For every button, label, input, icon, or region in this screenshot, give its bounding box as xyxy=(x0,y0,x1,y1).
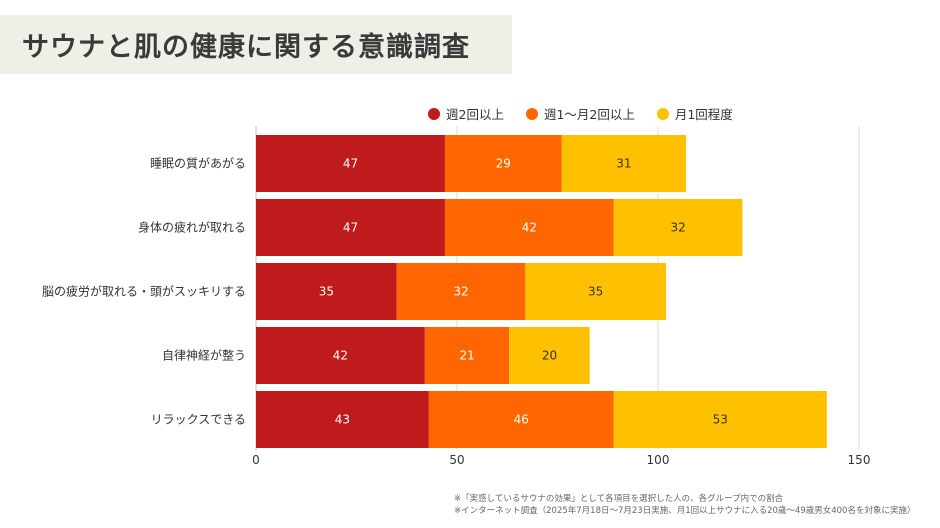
bar-segment xyxy=(509,327,590,384)
legend-dot-series-1 xyxy=(428,107,440,120)
bar-segment xyxy=(256,263,397,320)
bar-segment xyxy=(561,135,687,192)
bar-segment xyxy=(613,391,827,448)
bar-segment xyxy=(396,263,526,320)
data-label: 53 xyxy=(713,413,728,427)
x-tick-label-50: 50 xyxy=(449,453,464,467)
legend-label-series-2: 週1〜月2回以上 xyxy=(543,107,635,122)
data-label: 46 xyxy=(514,413,529,427)
category-label: 睡眠の質があがる xyxy=(150,156,246,171)
data-label: 47 xyxy=(343,157,358,171)
x-tick-label-0: 0 xyxy=(252,453,260,467)
data-label: 35 xyxy=(588,285,603,299)
bar-segment xyxy=(444,199,614,256)
data-label: 31 xyxy=(616,157,631,171)
data-label: 29 xyxy=(496,157,511,171)
bar-segment xyxy=(256,391,429,448)
bar-segment xyxy=(444,135,562,192)
x-tick-label-100: 100 xyxy=(647,453,670,467)
legend-label-series-3: 月1回程度 xyxy=(674,107,733,122)
data-label: 32 xyxy=(670,221,685,235)
bar-segment xyxy=(256,199,445,256)
legend-item-series-3: 月1回程度 xyxy=(656,104,733,123)
category-label: 脳の疲労が取れる・頭がスッキリする xyxy=(42,284,246,299)
category-label: リラックスできる xyxy=(151,413,246,427)
bar-segment xyxy=(256,135,445,192)
title-banner: サウナと肌の健康に関する意識調査 xyxy=(0,15,512,74)
data-label: 35 xyxy=(319,285,334,299)
bar-segment xyxy=(613,199,743,256)
footnote-2: ※インターネット調査（2025年7月18日〜7月23日実施、月1回以上サウナに入… xyxy=(454,506,916,516)
category-label: 自律神経が整う xyxy=(162,348,246,363)
bar-segment xyxy=(424,327,510,384)
legend-item-series-2: 週1〜月2回以上 xyxy=(525,104,635,123)
legend-dot-series-3 xyxy=(656,107,669,120)
bar-segment xyxy=(525,263,667,320)
data-label: 42 xyxy=(522,221,537,235)
data-label: 21 xyxy=(459,349,474,363)
data-label: 20 xyxy=(542,349,557,363)
data-label: 42 xyxy=(333,349,348,363)
category-label: 身体の疲れが取れる xyxy=(138,220,246,235)
bar-segment xyxy=(428,391,614,448)
legend-label-series-1: 週2回以上 xyxy=(446,107,504,122)
x-tick-label-150: 150 xyxy=(848,453,871,467)
bar-segment xyxy=(256,327,425,384)
page-title: サウナと肌の健康に関する意識調査 xyxy=(22,32,470,63)
footnote-1: ※「実感しているサウナの効果」として各項目を選択した人の、各グループ内での割合 xyxy=(454,494,784,504)
chart-legend: 週2回以上 週1〜月2回以上 月1回程度 xyxy=(428,104,755,123)
legend-item-series-1: 週2回以上 xyxy=(428,104,504,123)
data-label: 43 xyxy=(335,413,350,427)
data-label: 47 xyxy=(343,221,358,235)
data-label: 32 xyxy=(453,285,468,299)
legend-dot-series-2 xyxy=(525,107,538,120)
footnotes: ※「実感しているサウナの効果」として各項目を選択した人の、各グループ内での割合 … xyxy=(454,493,915,517)
